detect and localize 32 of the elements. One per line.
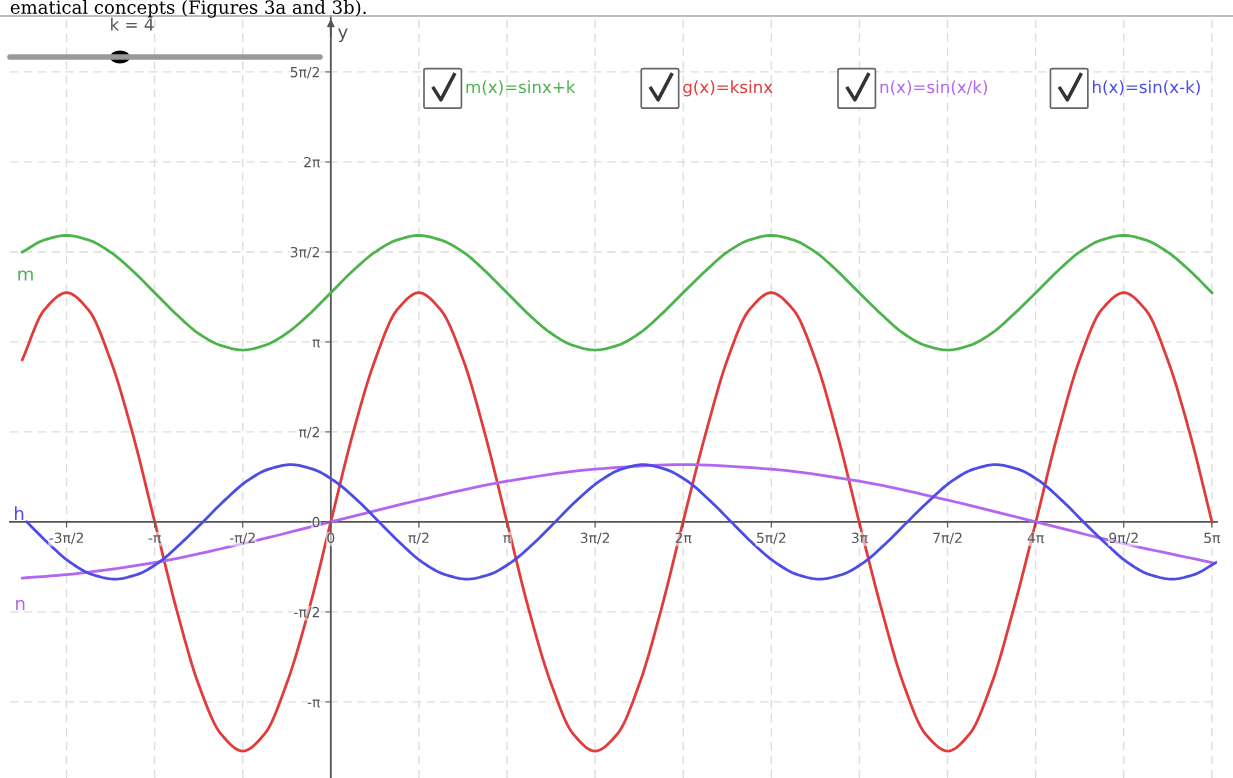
x-tick-label: π (503, 535, 511, 544)
x-tick-label: -3π/2 (49, 532, 84, 545)
text: n(x)=sin(x/k) (880, 80, 988, 96)
y-tick-label: -π/2 (294, 606, 320, 619)
text: g(x)=ksinx (683, 80, 773, 97)
x-tick-label: 5π (1204, 532, 1221, 544)
x-tick-label: -π (148, 535, 161, 544)
x-tick-label: 0 (327, 532, 335, 544)
annotation: h (15, 506, 24, 521)
y-axis-title: y (338, 28, 348, 43)
x-tick-label: 2π (675, 532, 692, 544)
y-tick-label: 5π/2 (290, 66, 320, 79)
annotation: n (16, 599, 25, 610)
y-tick-label: 0 (312, 516, 320, 528)
x-tick-label: 3π/2 (580, 532, 610, 545)
x-tick-label: 5π/2 (757, 532, 786, 545)
y-tick-label: π (312, 339, 321, 348)
x-tick-label: π/2 (408, 532, 429, 545)
text: m(x)=sinx+k (466, 80, 576, 96)
x-tick-label: -π/2 (229, 532, 255, 545)
y-tick-label: π/2 (299, 426, 320, 439)
x-tick-label: 9π/2 (1109, 532, 1138, 545)
annotation: m (18, 270, 33, 281)
x-tick-label: 7π/2 (933, 532, 962, 545)
annotation: k = 4 (111, 17, 154, 31)
x-tick-label: 3π (851, 532, 868, 544)
y-tick-label: -π (307, 699, 321, 708)
y-tick-label: 2π (304, 156, 321, 168)
y-tick-label: 3π/2 (290, 246, 320, 259)
x-tick-label: 4π (1027, 532, 1044, 544)
text: h(x)=sin(x-k) (1092, 80, 1200, 96)
annotation: ematical concepts (Figures 3a and 3b). (10, 0, 366, 18)
